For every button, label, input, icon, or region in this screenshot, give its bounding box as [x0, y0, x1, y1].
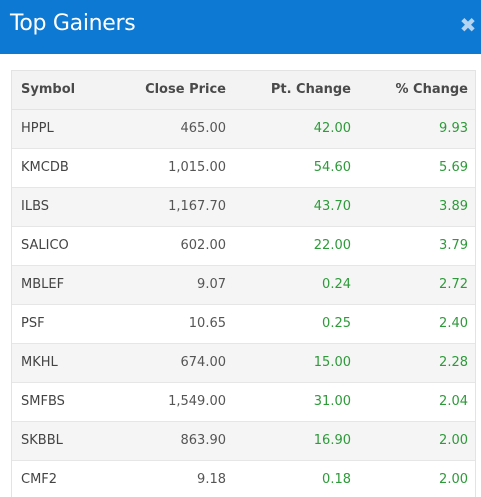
pt-change-cell: 15.00 — [236, 343, 361, 383]
pt-change-cell: 0.18 — [236, 460, 361, 497]
pt-change-cell: 43.70 — [236, 187, 361, 227]
table-row[interactable]: SALICO 602.00 22.00 3.79 — [12, 226, 475, 266]
table-header-row: Symbol Close Price Pt. Change % Change — [12, 71, 475, 110]
close-price-cell: 1,015.00 — [122, 148, 236, 188]
table-row[interactable]: ILBS 1,167.70 43.70 3.89 — [12, 187, 475, 227]
symbol-cell[interactable]: SKBBL — [12, 421, 122, 461]
symbol-cell[interactable]: HPPL — [12, 109, 122, 149]
pt-change-cell: 31.00 — [236, 382, 361, 422]
pct-change-cell: 2.00 — [361, 460, 475, 497]
pct-change-cell: 2.40 — [361, 304, 475, 344]
gainers-table-container: Symbol Close Price Pt. Change % Change H… — [11, 70, 476, 497]
pct-change-cell: 5.69 — [361, 148, 475, 188]
column-header-pct-change[interactable]: % Change — [361, 71, 475, 110]
pt-change-cell: 0.24 — [236, 265, 361, 305]
close-price-cell: 10.65 — [122, 304, 236, 344]
symbol-cell[interactable]: CMF2 — [12, 460, 122, 497]
close-price-cell: 1,549.00 — [122, 382, 236, 422]
pct-change-cell: 3.89 — [361, 187, 475, 227]
close-price-cell: 465.00 — [122, 109, 236, 149]
table-row[interactable]: SMFBS 1,549.00 31.00 2.04 — [12, 382, 475, 422]
symbol-cell[interactable]: PSF — [12, 304, 122, 344]
close-price-cell: 9.18 — [122, 460, 236, 497]
gainers-table: Symbol Close Price Pt. Change % Change H… — [12, 71, 475, 497]
modal-title: Top Gainers — [10, 11, 136, 36]
pct-change-cell: 2.04 — [361, 382, 475, 422]
pt-change-cell: 22.00 — [236, 226, 361, 266]
pt-change-cell: 54.60 — [236, 148, 361, 188]
column-header-pt-change[interactable]: Pt. Change — [236, 71, 361, 110]
symbol-cell[interactable]: ILBS — [12, 187, 122, 227]
pt-change-cell: 42.00 — [236, 109, 361, 149]
close-price-cell: 674.00 — [122, 343, 236, 383]
close-price-cell: 863.90 — [122, 421, 236, 461]
table-row[interactable]: KMCDB 1,015.00 54.60 5.69 — [12, 148, 475, 188]
table-row[interactable]: MKHL 674.00 15.00 2.28 — [12, 343, 475, 383]
pct-change-cell: 3.79 — [361, 226, 475, 266]
symbol-cell[interactable]: KMCDB — [12, 148, 122, 188]
close-price-cell: 9.07 — [122, 265, 236, 305]
table-row[interactable]: HPPL 465.00 42.00 9.93 — [12, 109, 475, 149]
close-price-cell: 1,167.70 — [122, 187, 236, 227]
pct-change-cell: 2.28 — [361, 343, 475, 383]
close-price-cell: 602.00 — [122, 226, 236, 266]
symbol-cell[interactable]: MBLEF — [12, 265, 122, 305]
table-row[interactable]: CMF2 9.18 0.18 2.00 — [12, 460, 475, 497]
pct-change-cell: 9.93 — [361, 109, 475, 149]
symbol-cell[interactable]: SALICO — [12, 226, 122, 266]
pt-change-cell: 0.25 — [236, 304, 361, 344]
pct-change-cell: 2.72 — [361, 265, 475, 305]
modal-header: Top Gainers ✖ — [0, 0, 481, 54]
symbol-cell[interactable]: MKHL — [12, 343, 122, 383]
close-icon[interactable]: ✖ — [459, 13, 477, 37]
symbol-cell[interactable]: SMFBS — [12, 382, 122, 422]
table-row[interactable]: PSF 10.65 0.25 2.40 — [12, 304, 475, 344]
column-header-close-price[interactable]: Close Price — [122, 71, 236, 110]
pct-change-cell: 2.00 — [361, 421, 475, 461]
pt-change-cell: 16.90 — [236, 421, 361, 461]
column-header-symbol[interactable]: Symbol — [12, 71, 122, 110]
table-row[interactable]: MBLEF 9.07 0.24 2.72 — [12, 265, 475, 305]
table-row[interactable]: SKBBL 863.90 16.90 2.00 — [12, 421, 475, 461]
